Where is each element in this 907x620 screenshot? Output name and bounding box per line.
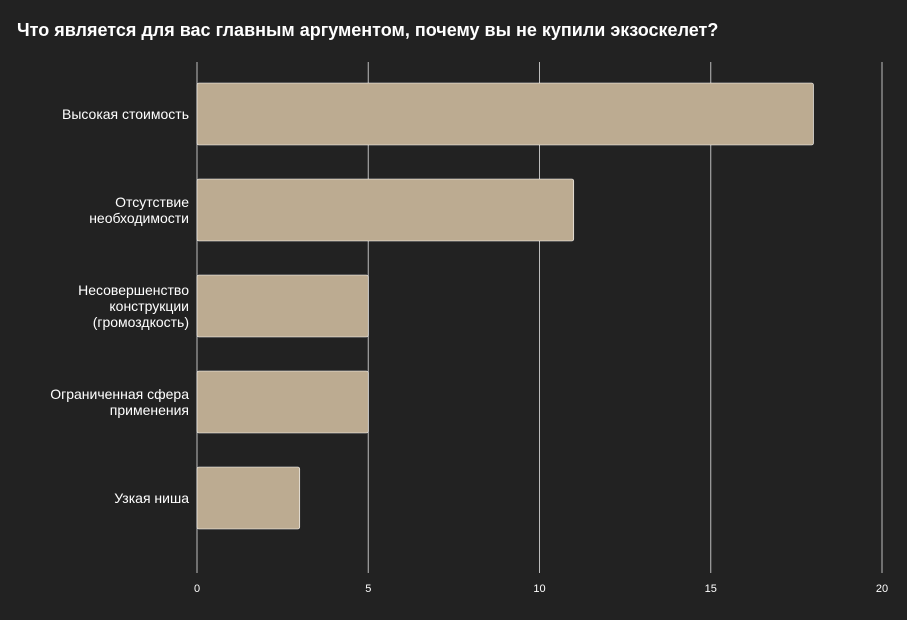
bar xyxy=(196,370,369,434)
x-tick-label: 15 xyxy=(705,583,717,595)
x-tick-label: 20 xyxy=(876,583,888,595)
category-label: Узкая ниша xyxy=(114,490,189,506)
category-label: (громоздкость) xyxy=(93,314,189,330)
category-label: Несовершенство xyxy=(78,282,189,298)
category-label: конструкции xyxy=(109,298,189,314)
bar xyxy=(196,82,814,146)
bar xyxy=(196,466,301,530)
x-tick-label: 0 xyxy=(194,583,200,595)
chart-title: Что является для вас главным аргументом,… xyxy=(17,20,719,40)
category-label: Ограниченная сфера xyxy=(50,386,189,402)
category-labels: Высокая стоимость Отсутствиенеобходимости… xyxy=(50,106,189,506)
x-tick-label: 10 xyxy=(533,583,545,595)
bars xyxy=(196,82,814,530)
category-label: необходимости xyxy=(89,210,189,226)
x-tick-label: 5 xyxy=(365,583,371,595)
bar xyxy=(196,178,575,242)
category-label: Высокая стоимость xyxy=(62,106,189,122)
x-tick-labels: 0 5 10 15 20 xyxy=(194,583,888,595)
bar xyxy=(196,274,369,338)
category-label: применения xyxy=(110,402,189,418)
category-label: Отсутствие xyxy=(115,194,189,210)
